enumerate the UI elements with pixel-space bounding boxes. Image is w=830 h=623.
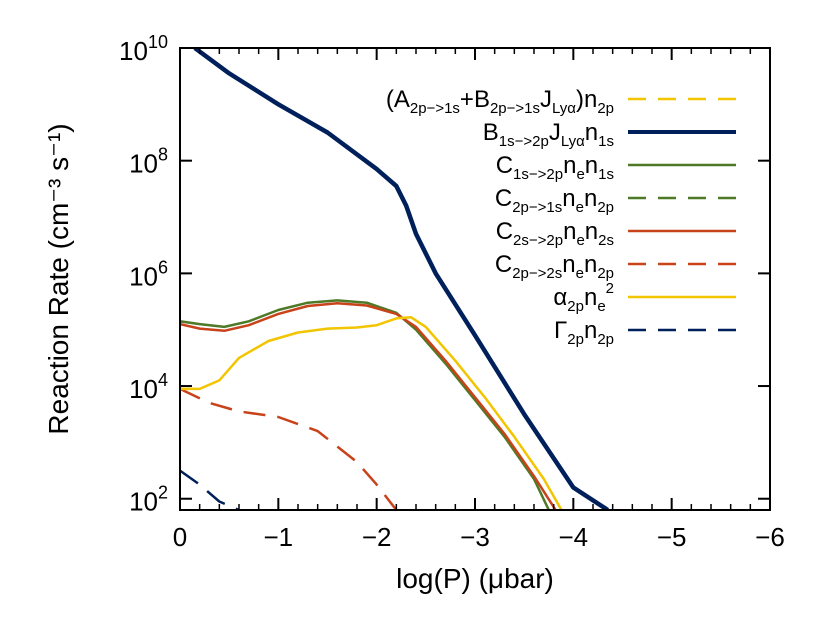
- legend-label-5: C2p−>2snen2p: [495, 251, 614, 282]
- y-tick-label: 104: [129, 370, 168, 404]
- legend-label-6: α2pne2: [553, 280, 614, 315]
- series-line-6: [180, 316, 563, 510]
- legend-label-7: Γ2pn2p: [554, 317, 614, 348]
- legend-label-1: B1s−>2pJLyαn1s: [483, 119, 614, 150]
- plot-frame: [179, 47, 771, 511]
- chart-legend: (A2p−>1s+B2p−>1sJLyα)n2pB1s−>2pJLyαn1sC1…: [386, 86, 736, 348]
- y-tick-label: 106: [129, 257, 168, 291]
- legend-label-3: C2p−>1snen2p: [495, 185, 614, 216]
- x-tick-label: −1: [264, 522, 294, 552]
- y-tick-label: 108: [129, 145, 168, 179]
- series-line-2: [180, 299, 550, 510]
- y-axis-label: Reaction Rate (cm⁻³ s⁻¹): [43, 123, 74, 434]
- chart-axes: 0 −1 −2 −3 −4 −5 −6 102 104 106 108 1010: [119, 32, 785, 552]
- y-tick-label: 1010: [119, 32, 168, 66]
- x-tick-label: −5: [657, 522, 687, 552]
- legend-label-2: C1s−>2pnen1s: [496, 152, 614, 183]
- series-line-5: [180, 387, 398, 510]
- series-line-1: [193, 48, 610, 510]
- x-tick-label: −6: [755, 522, 785, 552]
- x-tick-label: −3: [460, 522, 490, 552]
- legend-label-4: C2s−>2pnen2s: [496, 218, 614, 249]
- series-line-7: [180, 469, 240, 510]
- chart-curves: [180, 48, 610, 510]
- x-axis-label: log(P) (μbar): [396, 563, 554, 594]
- x-tick-label: 0: [173, 522, 187, 552]
- series-line-4: [180, 301, 557, 510]
- legend-label-0: (A2p−>1s+B2p−>1sJLyα)n2p: [386, 86, 614, 117]
- x-tick-label: −4: [559, 522, 589, 552]
- x-tick-label: −2: [362, 522, 392, 552]
- y-tick-label: 102: [129, 483, 168, 517]
